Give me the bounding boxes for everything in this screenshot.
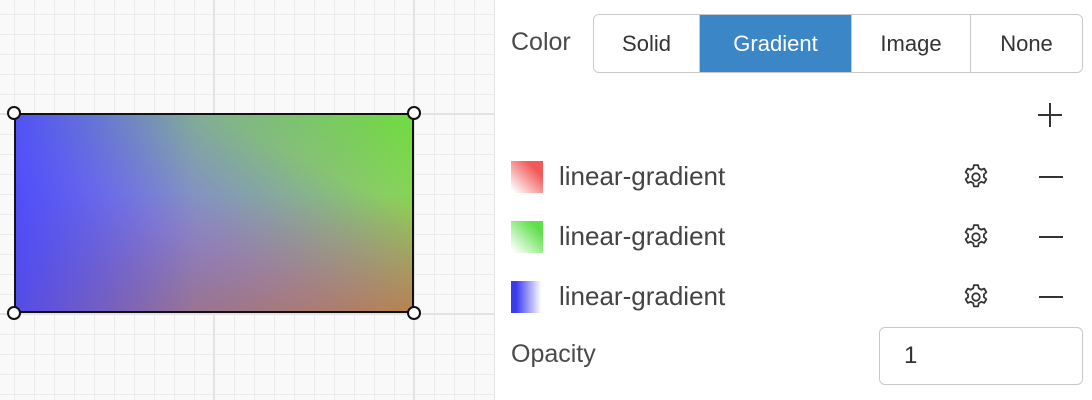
color-label: Color bbox=[511, 28, 571, 56]
fill-type-solid-button[interactable]: Solid bbox=[594, 15, 700, 72]
gradient-layer-label: linear-gradient bbox=[559, 161, 726, 191]
resize-handle-bottom-left[interactable] bbox=[7, 306, 21, 320]
gradient-layer-row[interactable]: linear-gradient bbox=[495, 156, 1092, 196]
resize-handle-top-left[interactable] bbox=[7, 106, 21, 120]
canvas-guide-vertical bbox=[413, 0, 415, 400]
fill-type-image-button[interactable]: Image bbox=[852, 15, 971, 72]
resize-handle-bottom-right[interactable] bbox=[407, 306, 421, 320]
resize-handle-top-right[interactable] bbox=[407, 106, 421, 120]
opacity-label: Opacity bbox=[511, 340, 596, 368]
gear-icon[interactable] bbox=[961, 282, 991, 312]
gradient-layer-row[interactable]: linear-gradient bbox=[495, 276, 1092, 316]
gear-icon[interactable] bbox=[961, 222, 991, 252]
minus-icon[interactable] bbox=[1036, 282, 1066, 312]
gradient-layer-label: linear-gradient bbox=[559, 221, 726, 251]
selected-rectangle-shape[interactable] bbox=[14, 113, 414, 313]
minus-icon[interactable] bbox=[1036, 222, 1066, 252]
gradient-layer-label: linear-gradient bbox=[559, 281, 726, 311]
canvas-guide-horizontal bbox=[0, 313, 494, 315]
gear-icon[interactable] bbox=[961, 162, 991, 192]
gradient-layer-row[interactable]: linear-gradient bbox=[495, 216, 1092, 256]
fill-type-none-button[interactable]: None bbox=[971, 15, 1082, 72]
canvas[interactable] bbox=[0, 0, 494, 400]
fill-type-gradient-button[interactable]: Gradient bbox=[700, 15, 852, 72]
fill-type-segmented-control: Solid Gradient Image None bbox=[593, 14, 1083, 73]
minus-icon[interactable] bbox=[1036, 162, 1066, 192]
fill-properties-panel: Color Solid Gradient Image None linear-g… bbox=[494, 0, 1092, 400]
gradient-swatch[interactable] bbox=[511, 281, 543, 313]
opacity-input[interactable] bbox=[879, 327, 1083, 385]
plus-icon[interactable] bbox=[1035, 100, 1065, 130]
gradient-swatch[interactable] bbox=[511, 221, 543, 253]
gradient-swatch[interactable] bbox=[511, 161, 543, 193]
